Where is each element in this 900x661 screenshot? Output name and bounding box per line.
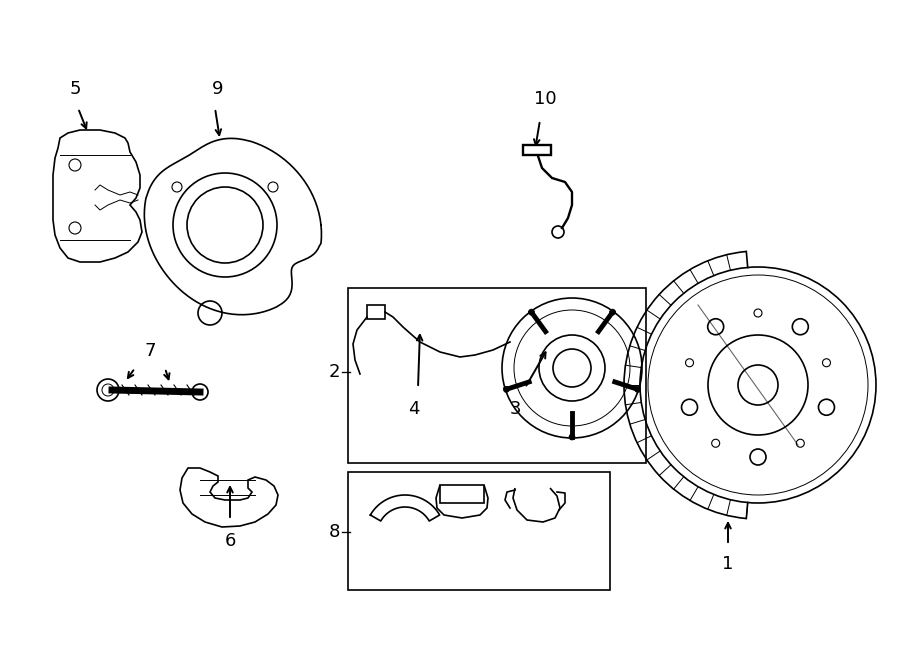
Circle shape <box>503 386 509 393</box>
Text: 8: 8 <box>328 523 340 541</box>
Bar <box>523 145 551 155</box>
Text: 9: 9 <box>212 80 224 98</box>
Text: 6: 6 <box>224 532 236 550</box>
Bar <box>348 288 646 463</box>
Circle shape <box>569 434 575 440</box>
Text: 1: 1 <box>723 555 734 573</box>
Circle shape <box>634 386 641 393</box>
Text: 7: 7 <box>144 342 156 360</box>
Circle shape <box>609 309 616 315</box>
Text: 4: 4 <box>409 400 419 418</box>
Bar <box>348 472 610 590</box>
Bar <box>440 485 484 503</box>
Bar <box>367 305 385 319</box>
Text: 3: 3 <box>509 400 521 418</box>
Text: 10: 10 <box>534 90 556 108</box>
Text: 2: 2 <box>328 363 340 381</box>
Circle shape <box>528 309 535 315</box>
Text: 5: 5 <box>69 80 81 98</box>
